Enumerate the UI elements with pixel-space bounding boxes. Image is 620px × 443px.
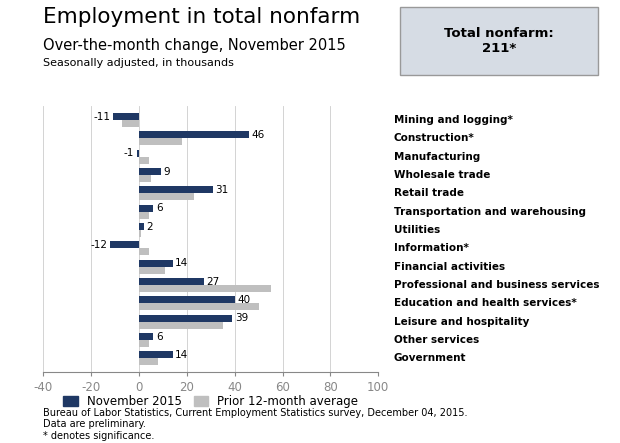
Bar (139, 223, 144, 230)
Text: Construction*: Construction* (394, 133, 474, 144)
Text: -11: -11 (94, 112, 110, 121)
Text: 46: 46 (252, 130, 265, 140)
Bar (139, 138, 182, 145)
Bar (139, 303, 259, 311)
Text: Education and health services*: Education and health services* (394, 299, 577, 308)
Text: Government: Government (394, 354, 466, 363)
Bar (139, 296, 235, 303)
Bar (139, 358, 158, 365)
Text: Other services: Other services (394, 335, 479, 345)
Bar (110, 241, 139, 249)
Bar (139, 322, 223, 329)
Text: Bureau of Labor Statistics, Current Employment Statistics survey, December 04, 2: Bureau of Labor Statistics, Current Empl… (43, 408, 468, 441)
Text: Utilities: Utilities (394, 225, 440, 235)
Text: Retail trade: Retail trade (394, 188, 464, 198)
Bar (139, 267, 166, 274)
Text: Financial activities: Financial activities (394, 262, 505, 272)
Bar (139, 157, 149, 164)
Bar (139, 230, 141, 237)
Text: 14: 14 (175, 258, 188, 268)
Text: -12: -12 (91, 240, 108, 250)
Bar (139, 132, 249, 138)
Text: 2: 2 (146, 222, 153, 232)
Bar (139, 333, 153, 340)
Bar (139, 285, 270, 292)
Text: Total nonfarm:
211*: Total nonfarm: 211* (444, 27, 554, 55)
Bar (139, 194, 194, 200)
Bar (139, 340, 149, 347)
Bar (139, 187, 213, 194)
Bar (122, 120, 139, 127)
Text: 27: 27 (206, 276, 219, 287)
Text: -1: -1 (124, 148, 135, 158)
Text: 9: 9 (163, 167, 170, 177)
Bar (139, 278, 203, 285)
Text: Employment in total nonfarm: Employment in total nonfarm (43, 7, 361, 27)
Text: Seasonally adjusted, in thousands: Seasonally adjusted, in thousands (43, 58, 234, 69)
Bar (139, 260, 172, 267)
Bar (139, 205, 153, 212)
Text: Manufacturing: Manufacturing (394, 152, 480, 162)
Bar (113, 113, 139, 120)
Text: 6: 6 (156, 331, 162, 342)
Text: 39: 39 (235, 313, 248, 323)
Text: Information*: Information* (394, 243, 469, 253)
Text: Professional and business services: Professional and business services (394, 280, 599, 290)
Bar (139, 249, 149, 255)
Text: 6: 6 (156, 203, 162, 213)
Text: Leisure and hospitality: Leisure and hospitality (394, 317, 529, 326)
Bar (139, 168, 161, 175)
Text: 31: 31 (216, 185, 229, 195)
Bar (139, 212, 149, 219)
Text: 14: 14 (175, 350, 188, 360)
Text: Wholesale trade: Wholesale trade (394, 170, 490, 180)
Bar (139, 175, 151, 182)
Bar (136, 150, 139, 157)
Text: Over-the-month change, November 2015: Over-the-month change, November 2015 (43, 38, 346, 53)
Text: Mining and logging*: Mining and logging* (394, 115, 513, 125)
Bar (139, 351, 172, 358)
Text: 40: 40 (237, 295, 250, 305)
Bar (139, 315, 232, 322)
Legend: November 2015, Prior 12-month average: November 2015, Prior 12-month average (59, 390, 363, 413)
Text: Transportation and warehousing: Transportation and warehousing (394, 207, 586, 217)
